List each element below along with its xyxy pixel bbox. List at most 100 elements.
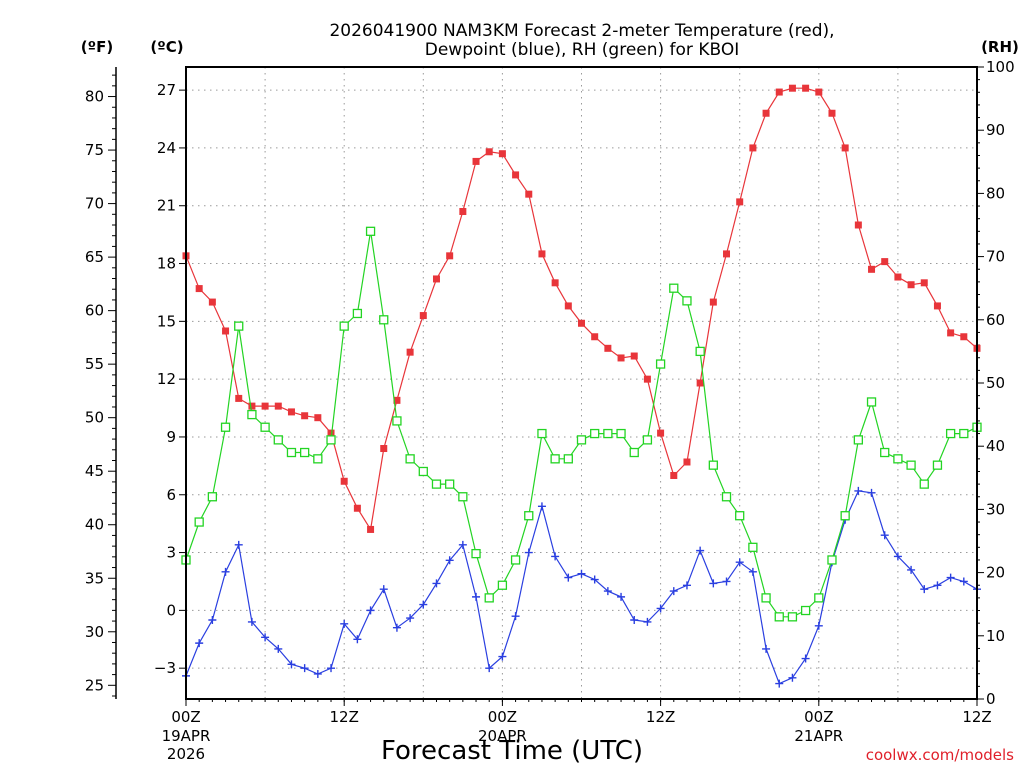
temperature-data-point (406, 348, 414, 356)
dewpoint-data-point (498, 652, 507, 661)
temperature-data-point (960, 333, 968, 341)
dewpoint-data-point (762, 644, 771, 653)
celsius-tick-label: 21 (157, 197, 176, 215)
rh-data-point (273, 435, 283, 445)
temperature-data-point (630, 352, 638, 360)
temperature-data-point (432, 275, 440, 283)
temperature-data-point (274, 402, 282, 410)
x-tick-label: 00Z (488, 708, 517, 726)
celsius-tick-label: 24 (157, 139, 176, 157)
rh-data-point (339, 321, 349, 331)
dewpoint-data-point (524, 548, 533, 557)
rh-data-point (484, 593, 494, 603)
rh-data-point (603, 428, 613, 439)
temperature-data-point (446, 252, 454, 260)
temperature-data-point (920, 279, 928, 287)
celsius-tick-label: 0 (166, 601, 176, 619)
rh-data-point (234, 321, 244, 331)
rh-data-point (524, 511, 534, 521)
rh-data-point (220, 422, 231, 432)
temperature-data-point (222, 327, 230, 335)
temperature-data-point (248, 402, 256, 410)
temperature-data-point (538, 250, 546, 258)
fahrenheit-tick-label: 70 (85, 195, 104, 213)
dewpoint-data-point (340, 619, 349, 628)
rh-tick-label: 60 (986, 311, 1005, 329)
dewpoint-data-point (392, 623, 401, 632)
rh-data-point (286, 447, 297, 458)
rh-data-point (365, 226, 376, 236)
temperature-data-point (775, 88, 783, 96)
temperature-data-point (723, 250, 731, 258)
temperature-data-point (854, 221, 862, 229)
fahrenheit-tick-label: 80 (85, 88, 104, 106)
rh-data-point (629, 447, 639, 458)
dewpoint-data-point (590, 575, 599, 584)
temperature-data-point (340, 477, 348, 485)
dewpoint-data-point (366, 606, 375, 615)
rh-data-point (563, 454, 573, 464)
temperature-data-point (208, 298, 216, 306)
fahrenheit-tick-label: 50 (85, 409, 104, 427)
temperature-data-point (736, 198, 744, 206)
x-tick-label: 12Z (330, 708, 359, 726)
dewpoint-data-point (867, 488, 876, 497)
temperature-data-point (393, 396, 401, 404)
rh-data-point (655, 359, 666, 369)
temperature-data-point (868, 265, 876, 273)
temperature-data-point (525, 190, 533, 198)
dewpoint-data-point (458, 540, 467, 549)
rh-data-point (576, 435, 587, 445)
rh-data-point (708, 460, 718, 470)
temperature-data-point (828, 109, 836, 117)
rh-data-point (735, 511, 745, 521)
chart-title-line-2: Dewpoint (blue), RH (green) for KBOI (425, 40, 739, 60)
rh-data-point (959, 428, 969, 439)
rh-data-point (510, 555, 521, 565)
temperature-data-point (380, 445, 388, 453)
rh-data-point (352, 308, 363, 319)
dewpoint-data-point (445, 556, 454, 565)
rh-data-point (194, 517, 204, 527)
dewpoint-data-point (577, 569, 586, 578)
dewpoint-data-point (775, 679, 784, 688)
rh-tick-label: 80 (986, 184, 1005, 202)
celsius-unit-label: (ºC) (150, 38, 183, 56)
temperature-data-point (907, 281, 915, 289)
temperature-data-point (353, 504, 361, 512)
dewpoint-data-point (313, 669, 322, 678)
rh-tick-label: 50 (986, 374, 1005, 392)
x-tick-year-label: 2026 (167, 745, 205, 763)
temperature-data-point (933, 302, 941, 310)
fahrenheit-unit-label: (ºF) (81, 38, 113, 56)
temperature-data-point (485, 148, 493, 156)
fahrenheit-tick-label: 40 (85, 516, 104, 534)
x-tick-date-label: 20APR (478, 727, 527, 745)
fahrenheit-tick-label: 30 (85, 623, 104, 641)
dewpoint-data-point (432, 579, 441, 588)
temperature-data-point (472, 157, 480, 165)
rh-data-point (326, 435, 336, 445)
temperature-data-point (894, 273, 902, 281)
dewpoint-data-point (274, 644, 283, 653)
temperature-data-point (802, 84, 810, 92)
temperature-data-point (591, 333, 599, 341)
dewpoint-data-point (208, 616, 217, 624)
x-tick-label: 12Z (962, 708, 991, 726)
x-axis-label: Forecast Time (UTC) (381, 736, 643, 766)
rh-data-point (774, 612, 784, 622)
rh-data-point (458, 492, 468, 502)
rh-data-point (800, 605, 811, 616)
dewpoint-data-point (353, 635, 362, 644)
temperature-data-point (301, 412, 309, 420)
dewpoint-data-point (419, 600, 428, 609)
temperature-data-point (287, 408, 295, 416)
rh-data-point (761, 593, 771, 603)
rh-tick-label: 100 (986, 58, 1015, 76)
dewpoint-data-point (485, 664, 494, 673)
dewpoint-data-point (933, 581, 942, 590)
temperature-data-point (419, 312, 427, 320)
x-tick-date-label: 21APR (794, 727, 843, 745)
dewpoint-data-point (195, 639, 204, 648)
